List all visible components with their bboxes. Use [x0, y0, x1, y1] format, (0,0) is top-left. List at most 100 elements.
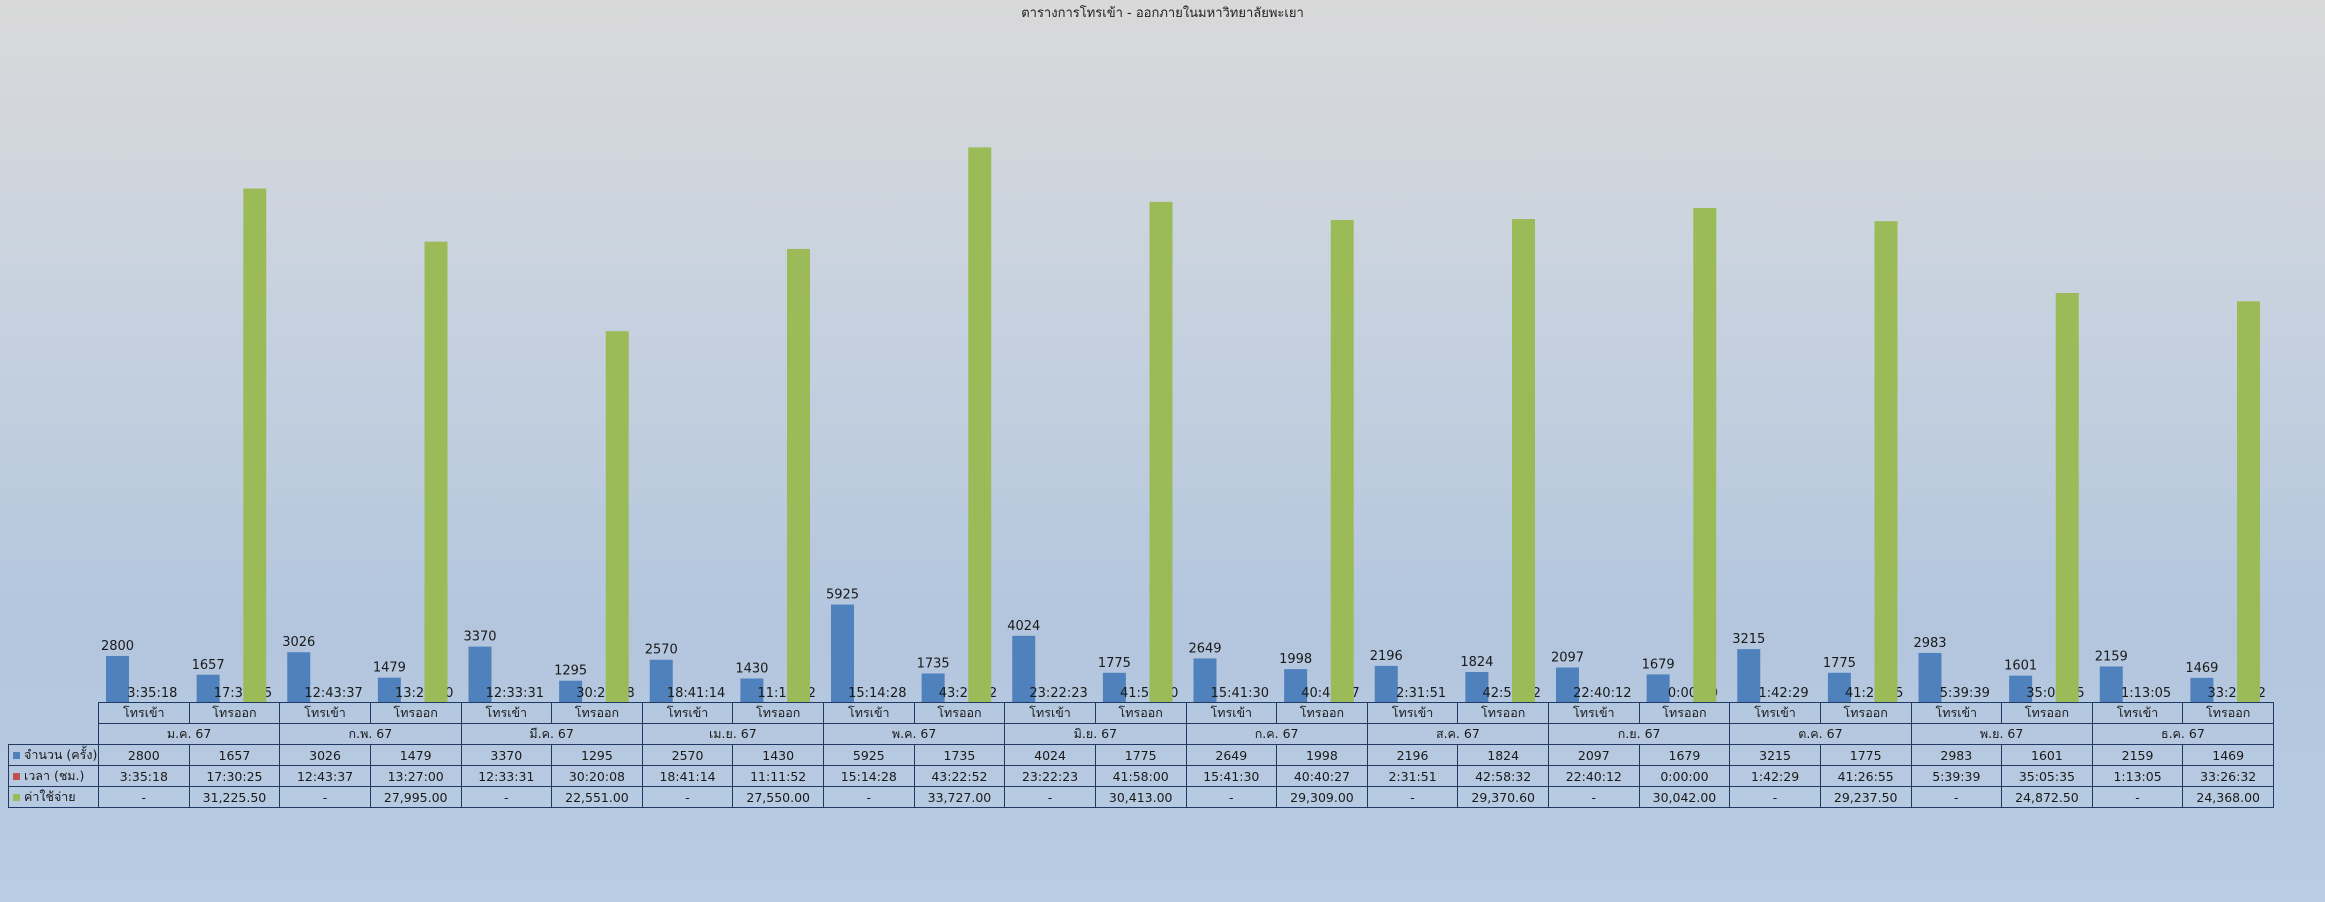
count-data-label: 1775	[1098, 656, 1131, 671]
time-data-label: 15:41:30	[1211, 686, 1269, 701]
count-bar	[1918, 652, 1942, 702]
month-label: พ.ค. 67	[822, 723, 1006, 745]
subcategory-label: โทรเข้า	[1185, 702, 1278, 724]
subcategory-label: โทรเข้า	[2091, 702, 2184, 724]
count-data-label: 2097	[1551, 651, 1584, 666]
count-bar	[1374, 665, 1398, 702]
table-cell: 1601	[2001, 744, 2093, 766]
month-label: ต.ค. 67	[1729, 723, 1912, 745]
count-data-label: 2649	[1188, 641, 1221, 656]
count-data-label: 1824	[1460, 655, 1493, 670]
month-label: ก.ย. 67	[1547, 723, 1731, 745]
count-bar	[287, 652, 311, 702]
time-data-label: 5:39:39	[1940, 686, 1990, 701]
table-cell: 18:41:14	[641, 765, 734, 787]
time-data-label: 12:43:37	[304, 686, 362, 701]
table-cell: 27,550.00	[732, 786, 824, 808]
table-cell: 41:58:00	[1094, 765, 1187, 787]
count-data-label: 1998	[1279, 652, 1312, 667]
count-bar	[649, 659, 673, 702]
subcategory-label: โทรเข้า	[641, 702, 734, 724]
subcategory-label: โทรเข้า	[1910, 702, 2003, 724]
table-cell: 1295	[551, 744, 643, 766]
month-label: มี.ค. 67	[460, 723, 643, 745]
table-cell: 1:13:05	[2091, 765, 2184, 787]
count-bar	[2009, 675, 2033, 702]
table-cell: 12:43:37	[279, 765, 371, 787]
subcategory-label: โทรออก	[2001, 702, 2093, 724]
legend-label: ค่าใช้จ่าย	[24, 789, 76, 804]
table-cell: 1:42:29	[1729, 765, 1821, 787]
subcategory-label: โทรเข้า	[460, 702, 553, 724]
table-cell: -	[1366, 786, 1459, 808]
cost-bar	[1149, 201, 1173, 702]
table-cell: 1824	[1457, 744, 1549, 766]
table-cell: 2649	[1185, 744, 1278, 766]
table-cell: 33,727.00	[913, 786, 1006, 808]
count-bar	[1827, 672, 1851, 702]
data-table: โทรเข้า โทรออก โทรเข้า โทรออก โทรเข้า โทรออกโ…	[8, 702, 2275, 808]
count-data-label: 3370	[463, 630, 496, 645]
count-data-label: 1469	[2185, 661, 2218, 676]
month-label: มิ.ย. 67	[1004, 723, 1187, 745]
table-cell: -	[98, 786, 190, 808]
time-data-label: 23:22:23	[1029, 686, 1087, 701]
series-row: เวลา (ชม.) 3:35:18 17:30:25 12:43:37 13:27:0…	[8, 765, 2274, 787]
table-cell: 2:31:51	[1366, 765, 1459, 787]
subcategory-label: โทรออก	[1638, 702, 1731, 724]
table-cell: 1430	[732, 744, 824, 766]
table-cell: 27,995.00	[369, 786, 462, 808]
table-cell: 23:22:23	[1004, 765, 1096, 787]
time-data-label: 18:41:14	[667, 686, 725, 701]
table-cell: 1735	[913, 744, 1006, 766]
table-cell: 2097	[1548, 744, 1640, 766]
series-row: จำนวน (ครั้ง) 2800 1657 3026 1479 3370 1295 257…	[8, 744, 2274, 766]
table-cell: 31,225.50	[188, 786, 281, 808]
table-cell: 1469	[2182, 744, 2274, 766]
table-cell: 2159	[2091, 744, 2184, 766]
count-data-label: 1657	[192, 658, 225, 673]
count-data-label: 2159	[2095, 649, 2128, 664]
subcategory-label: โทรเข้า	[1366, 702, 1459, 724]
table-cell: 1679	[1638, 744, 1731, 766]
table-cell: 5925	[823, 744, 915, 766]
count-data-label: 1775	[1823, 656, 1856, 671]
table-cell: 2983	[1910, 744, 2003, 766]
table-cell: -	[1910, 786, 2003, 808]
table-cell: 30,042.00	[1638, 786, 1731, 808]
subcategory-row: โทรเข้า โทรออก โทรเข้า โทรออก โทรเข้า โทรออกโ…	[9, 702, 2274, 724]
count-data-label: 2800	[101, 639, 134, 654]
cost-bar	[1330, 220, 1354, 702]
table-cell: 29,370.60	[1457, 786, 1549, 808]
table-cell: 1775	[1094, 744, 1187, 766]
month-label: ม.ค. 67	[97, 723, 281, 745]
table-cell: 1998	[1276, 744, 1368, 766]
count-data-label: 1295	[554, 664, 587, 679]
bar-chart: 28003:35:18165717:30:25302612:43:3714791…	[101, 147, 2266, 702]
time-data-label: 12:33:31	[486, 686, 544, 701]
subcategory-label: โทรออก	[2182, 702, 2274, 724]
table-cell: 17:30:25	[188, 765, 281, 787]
count-bar	[196, 674, 220, 702]
table-cell: 22,551.00	[551, 786, 643, 808]
count-data-label: 1479	[373, 661, 406, 676]
table-cell: -	[1548, 786, 1640, 808]
cost-bar	[968, 147, 992, 702]
table-cell: -	[2091, 786, 2184, 808]
time-data-label: 3:35:18	[127, 686, 177, 701]
table-cell: 29,309.00	[1276, 786, 1368, 808]
table-cell: 2196	[1366, 744, 1459, 766]
cost-bar	[2237, 301, 2260, 702]
count-data-label: 1679	[1642, 657, 1675, 672]
count-bar	[377, 677, 401, 702]
table-cell: -	[1185, 786, 1278, 808]
subcategory-label: โทรออก	[1457, 702, 1549, 724]
subcategory-label: โทรออก	[1276, 702, 1368, 724]
month-label: ส.ค. 67	[1366, 723, 1550, 745]
subcategory-label: โทรเข้า	[1729, 702, 1821, 724]
subcategory-label: โทรเข้า	[823, 702, 915, 724]
table-cell: 30,413.00	[1094, 786, 1187, 808]
time-data-label: 2:31:51	[1396, 686, 1446, 701]
count-data-label: 2983	[1913, 636, 1946, 651]
table-cell: 11:11:52	[732, 765, 824, 787]
